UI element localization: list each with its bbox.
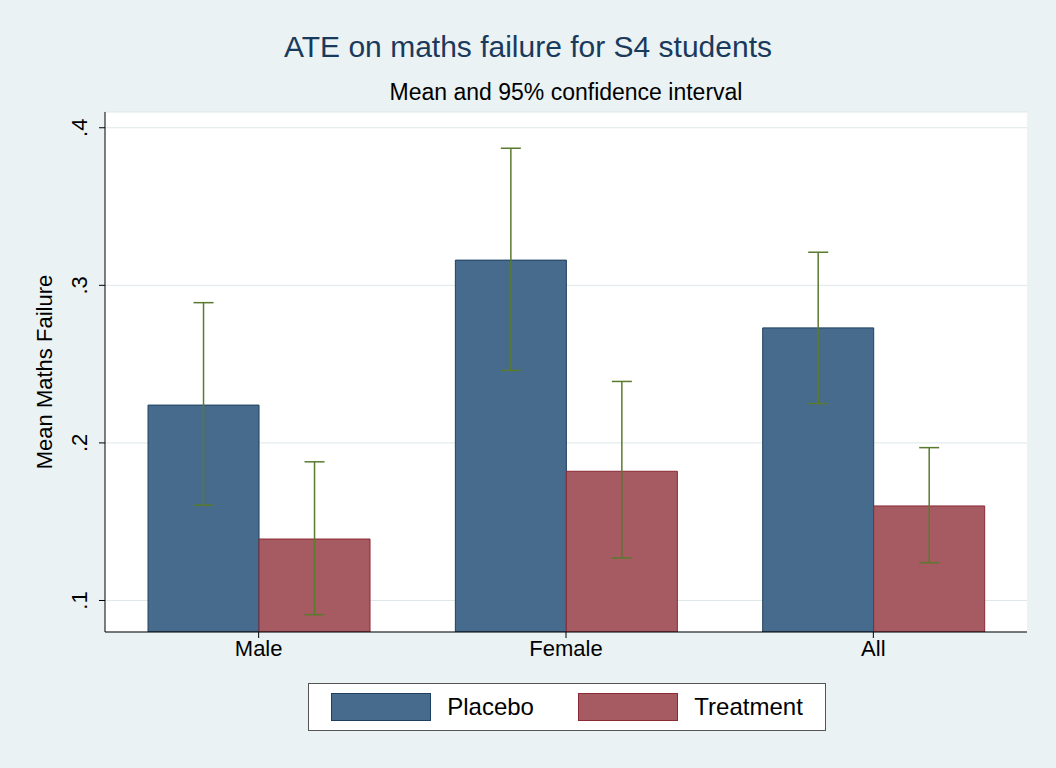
html-text:Mean Maths Failure: Mean Maths Failure: [32, 274, 57, 470]
svg-text:.2: .2: [67, 434, 92, 452]
svg-text:All: All: [861, 636, 885, 661]
html-text:ATE on maths failure for S4 st: ATE on maths failure for S4 students: [284, 30, 772, 63]
svg-text:Female: Female: [529, 636, 602, 661]
svg-text:Male: Male: [235, 636, 283, 661]
svg-text:.1: .1: [67, 591, 92, 609]
svg-text:.3: .3: [67, 276, 92, 294]
html-text:Treatment: Treatment: [694, 693, 803, 720]
html-text:Placebo: Placebo: [447, 693, 534, 720]
html-text:Mean and 95% confidence interv: Mean and 95% confidence interval: [389, 79, 743, 105]
svg-text:.4: .4: [67, 119, 92, 137]
